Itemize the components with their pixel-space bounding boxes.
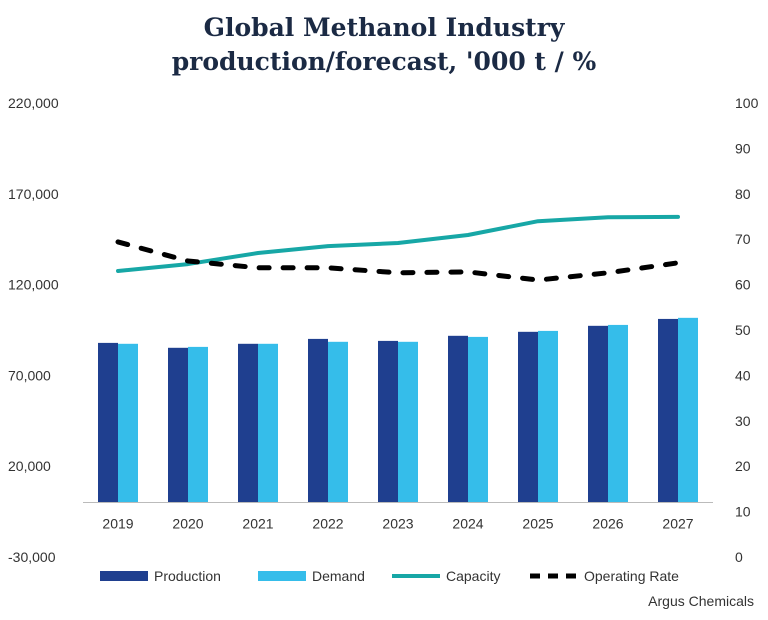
chart-title-line-2: production/forecast, '000 t / % [172,47,597,76]
bar-production [378,340,398,503]
bar-production [238,343,258,503]
x-tick-label: 2022 [312,516,343,532]
right-tick-label: 40 [735,367,751,383]
bar-demand [538,330,558,503]
source-label: Argus Chemicals [648,593,754,609]
bar-demand [188,346,208,503]
bar-demand [678,317,698,503]
bar-demand [328,341,348,503]
bar-production [448,335,468,503]
x-tick-label: 2027 [662,516,693,532]
line-operating-rate [115,239,681,283]
legend-label: Operating Rate [584,568,679,584]
legend-label: Production [154,568,221,584]
left-tick-label: 170,000 [8,186,59,202]
line-capacity [116,214,680,273]
left-tick-label: 220,000 [8,95,59,111]
bar-demand [608,324,628,503]
right-tick-label: 20 [735,458,751,474]
bar-production [98,342,118,503]
right-tick-label: 0 [735,549,743,565]
x-tick-label: 2026 [592,516,623,532]
right-tick-label: 60 [735,277,751,293]
chart-title-line-1: Global Methanol Industry [204,13,566,42]
left-tick-label: 70,000 [8,367,51,383]
left-tick-label: 20,000 [8,458,51,474]
bar-demand [258,343,278,503]
x-tick-label: 2025 [522,516,553,532]
right-tick-label: 100 [735,95,759,111]
legend-swatch-production [100,571,148,581]
bar-demand [398,341,418,503]
right-tick-label: 10 [735,504,751,520]
x-tick-label: 2019 [102,516,133,532]
bar-production [658,318,678,503]
right-tick-label: 50 [735,322,751,338]
legend-label: Demand [312,568,365,584]
bar-demand [468,336,488,503]
legend-swatch-demand [258,571,306,581]
bar-production [588,325,608,503]
bar-production [168,347,188,503]
x-tick-label: 2021 [242,516,273,532]
left-tick-label: 120,000 [8,277,59,293]
legend-label: Capacity [446,568,500,584]
bar-production [308,338,328,503]
right-tick-label: 30 [735,413,751,429]
x-tick-label: 2020 [172,516,203,532]
right-tick-label: 90 [735,140,751,156]
bar-demand [118,343,138,503]
bar-production [518,331,538,503]
right-tick-label: 70 [735,231,751,247]
left-tick-label: -30,000 [8,549,56,565]
x-tick-label: 2023 [382,516,413,532]
x-tick-label: 2024 [452,516,483,532]
right-tick-label: 80 [735,186,751,202]
